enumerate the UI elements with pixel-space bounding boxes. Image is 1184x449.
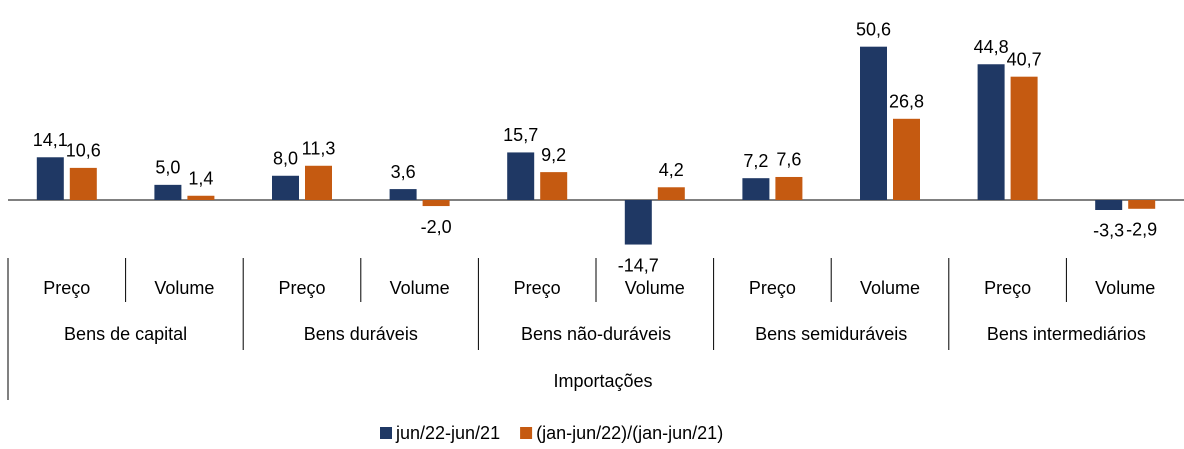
group-label: Bens de capital [64,324,187,344]
data-label: 26,8 [889,92,924,112]
bar [305,165,332,200]
data-label: -3,3 [1093,221,1124,241]
data-label: 3,6 [391,162,416,182]
bar [977,64,1005,200]
x-tick-label: Preço [749,278,796,298]
bar [507,152,535,200]
data-label: 44,8 [974,37,1009,57]
data-label: 40,7 [1007,49,1042,69]
data-label: 1,4 [188,169,213,189]
data-label: 15,7 [503,125,538,145]
bar [742,178,770,200]
bar [1010,76,1038,200]
x-tick-label: Preço [278,278,325,298]
data-label: 11,3 [302,139,336,159]
bar [154,184,182,200]
bar [775,176,803,200]
outer-category-label: Importações [553,371,652,391]
data-label: 4,2 [659,160,684,180]
bar [69,167,97,200]
data-label: 5,0 [155,158,180,178]
data-label: 50,6 [856,19,891,39]
x-tick-label: Volume [154,278,214,298]
x-tick-label: Preço [984,278,1031,298]
data-label: 14,1 [33,130,68,150]
legend-swatch [520,427,533,439]
data-label: 7,2 [743,151,768,171]
data-label: -2,0 [421,217,452,237]
data-label: -2,9 [1126,220,1157,240]
bar [1128,200,1156,209]
bar [860,46,887,200]
bar [36,157,64,200]
data-label: 10,6 [66,141,101,161]
bar [540,172,568,200]
group-label: Bens intermediários [987,324,1146,344]
bar [657,187,685,200]
x-tick-label: Preço [43,278,90,298]
bar [187,195,215,200]
x-tick-label: Preço [514,278,561,298]
group-label: Bens não-duráveis [521,324,671,344]
data-label: 7,6 [776,150,801,170]
x-tick-label: Volume [1095,278,1155,298]
bar [389,189,417,200]
bar [1095,200,1123,210]
data-label: -14,7 [618,255,659,275]
x-tick-label: Volume [625,278,685,298]
data-label: 9,2 [541,145,566,165]
legend-swatch [380,427,392,439]
x-tick-label: Volume [860,278,920,298]
group-label: Bens semiduráveis [755,324,907,344]
legend-label: jun/22-jun/21 [395,423,500,443]
bar [893,118,920,200]
x-tick-label: Volume [390,278,450,298]
legend-label: (jan-jun/22)/(jan-jun/21) [536,423,723,443]
group-label: Bens duráveis [304,324,418,344]
data-label: 8,0 [273,149,298,169]
bar [272,175,299,200]
bar [624,200,652,245]
bar [422,200,450,207]
